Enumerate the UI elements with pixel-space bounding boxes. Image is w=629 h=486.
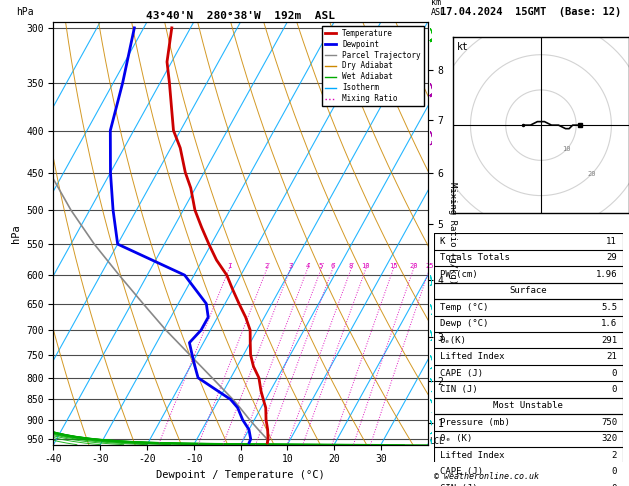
Title: 43°40'N  280°38'W  192m  ASL: 43°40'N 280°38'W 192m ASL — [146, 11, 335, 21]
Text: 750: 750 — [601, 418, 617, 427]
Text: 5: 5 — [319, 263, 323, 269]
Text: Dewp (°C): Dewp (°C) — [440, 319, 488, 328]
Text: 25: 25 — [425, 263, 433, 269]
Text: θₑ(K): θₑ(K) — [440, 336, 467, 345]
Text: CAPE (J): CAPE (J) — [440, 368, 482, 378]
Text: 8: 8 — [349, 263, 353, 269]
Text: Lifted Index: Lifted Index — [440, 451, 504, 460]
Text: Surface: Surface — [509, 286, 547, 295]
Text: 1.6: 1.6 — [601, 319, 617, 328]
Text: 2: 2 — [265, 263, 269, 269]
Text: 0: 0 — [611, 368, 617, 378]
Text: Totals Totals: Totals Totals — [440, 254, 509, 262]
Text: 0: 0 — [611, 484, 617, 486]
Text: CAPE (J): CAPE (J) — [440, 467, 482, 476]
Text: 11: 11 — [606, 237, 617, 246]
Text: 15: 15 — [389, 263, 398, 269]
Y-axis label: Mixing Ratio (g/kg): Mixing Ratio (g/kg) — [448, 182, 457, 284]
Text: km
ASL: km ASL — [431, 0, 446, 17]
Text: CIN (J): CIN (J) — [440, 385, 477, 394]
Text: 0: 0 — [611, 385, 617, 394]
Text: kt: kt — [457, 42, 468, 52]
Text: PW (cm): PW (cm) — [440, 270, 477, 279]
Text: 10: 10 — [362, 263, 370, 269]
Text: 3: 3 — [288, 263, 292, 269]
Text: 21: 21 — [606, 352, 617, 361]
Text: 29: 29 — [606, 254, 617, 262]
Text: 6: 6 — [330, 263, 335, 269]
Text: 10: 10 — [562, 145, 571, 152]
Text: LCL: LCL — [429, 437, 444, 446]
Text: 320: 320 — [601, 434, 617, 443]
Text: 2: 2 — [611, 451, 617, 460]
Text: 5.5: 5.5 — [601, 303, 617, 312]
Y-axis label: hPa: hPa — [11, 224, 21, 243]
Text: 0: 0 — [611, 467, 617, 476]
Text: Temp (°C): Temp (°C) — [440, 303, 488, 312]
Text: Lifted Index: Lifted Index — [440, 352, 504, 361]
Text: 17.04.2024  15GMT  (Base: 12): 17.04.2024 15GMT (Base: 12) — [440, 7, 621, 17]
Text: 4: 4 — [305, 263, 309, 269]
Text: hPa: hPa — [16, 7, 33, 17]
Text: K: K — [440, 237, 445, 246]
Legend: Temperature, Dewpoint, Parcel Trajectory, Dry Adiabat, Wet Adiabat, Isotherm, Mi: Temperature, Dewpoint, Parcel Trajectory… — [321, 26, 424, 106]
Text: 291: 291 — [601, 336, 617, 345]
Text: 1.96: 1.96 — [596, 270, 617, 279]
Text: Pressure (mb): Pressure (mb) — [440, 418, 509, 427]
Text: 1: 1 — [227, 263, 231, 269]
Text: θₑ (K): θₑ (K) — [440, 434, 472, 443]
Text: © weatheronline.co.uk: © weatheronline.co.uk — [434, 472, 539, 481]
Text: 20: 20 — [409, 263, 418, 269]
Text: CIN (J): CIN (J) — [440, 484, 477, 486]
Text: 20: 20 — [587, 171, 596, 177]
Text: Most Unstable: Most Unstable — [493, 401, 564, 411]
X-axis label: Dewpoint / Temperature (°C): Dewpoint / Temperature (°C) — [156, 470, 325, 480]
